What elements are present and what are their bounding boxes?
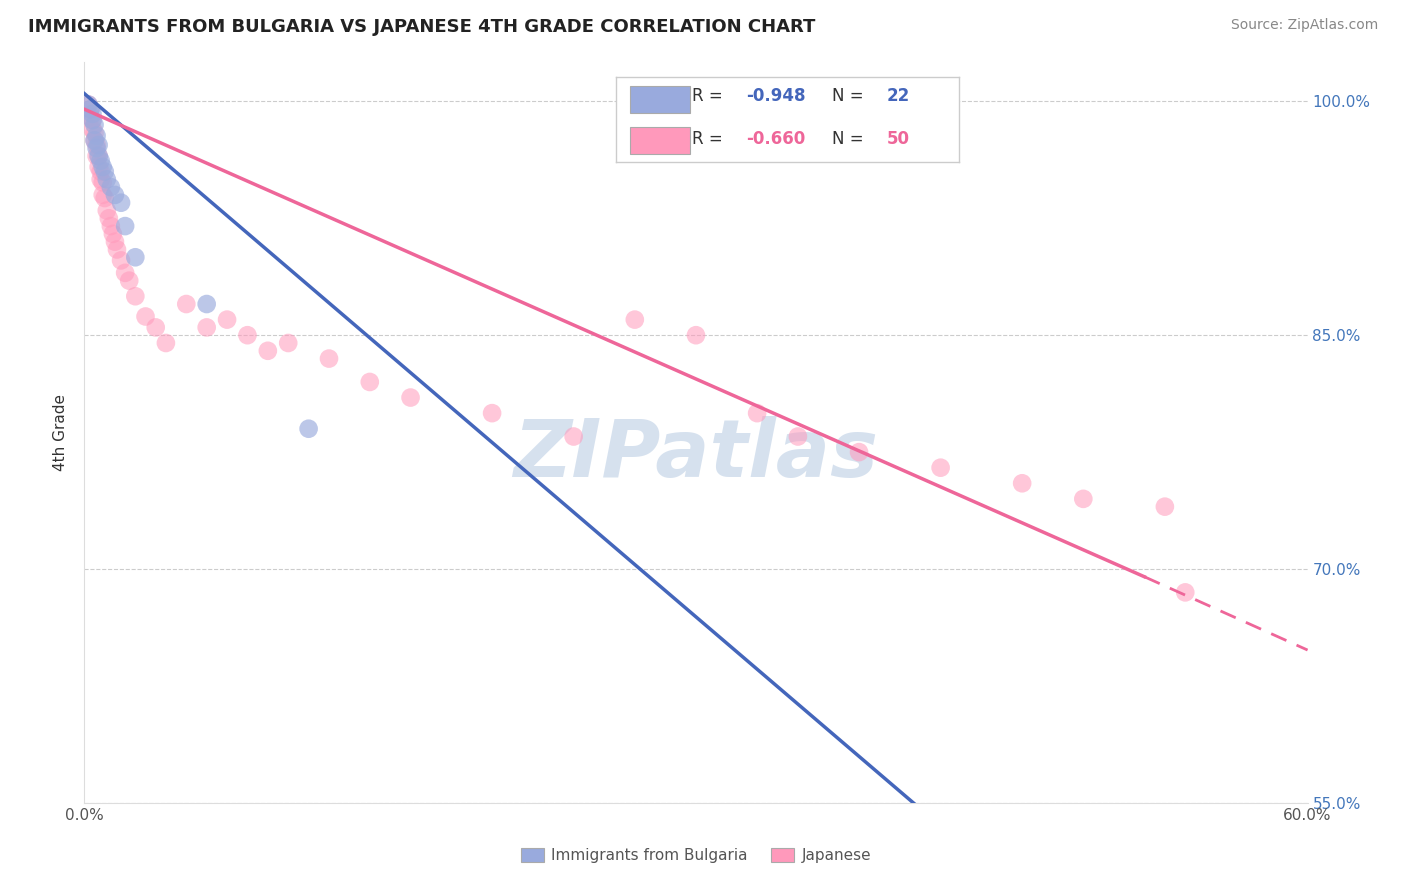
Point [82, 113, 104, 128]
Point [105, 243, 128, 257]
Text: Source: ZipAtlas.com: Source: ZipAtlas.com [1230, 18, 1378, 32]
Point [96, 203, 118, 218]
Text: ZIPatlas: ZIPatlas [513, 416, 879, 494]
Y-axis label: 4th Grade: 4th Grade [53, 394, 69, 471]
Point [1011, 476, 1033, 491]
Point [82, 113, 104, 128]
Point [110, 195, 132, 210]
Point [87, 149, 110, 163]
Point [118, 274, 141, 288]
Point [124, 250, 146, 264]
Point [86, 149, 108, 163]
Point [787, 429, 810, 443]
Point [87, 138, 110, 153]
Point [101, 227, 124, 241]
Point [91, 176, 114, 190]
Point [90, 172, 112, 186]
Point [82, 122, 104, 136]
Point [79, 102, 101, 116]
Point [929, 460, 952, 475]
Legend: Immigrants from Bulgaria, Japanese: Immigrants from Bulgaria, Japanese [515, 842, 877, 869]
Point [79, 110, 101, 124]
Point [77, 97, 100, 112]
Point [83, 133, 105, 147]
Point [110, 253, 132, 268]
Point [929, 811, 952, 825]
Point [104, 235, 127, 249]
Point [87, 160, 110, 174]
Point [747, 406, 769, 420]
Point [1174, 585, 1197, 599]
Point [236, 328, 259, 343]
Point [124, 289, 146, 303]
Point [100, 219, 122, 233]
Point [100, 180, 122, 194]
Point [359, 375, 381, 389]
Point [83, 118, 105, 132]
Point [1154, 500, 1177, 514]
Point [174, 297, 197, 311]
Point [318, 351, 340, 366]
Point [195, 297, 218, 311]
Point [562, 429, 585, 443]
Point [277, 336, 299, 351]
Point [79, 102, 101, 116]
Point [195, 320, 218, 334]
Point [83, 133, 105, 147]
Point [97, 211, 120, 226]
Point [77, 97, 100, 112]
Point [685, 328, 707, 343]
Point [135, 310, 157, 324]
Point [86, 138, 108, 153]
Text: IMMIGRANTS FROM BULGARIA VS JAPANESE 4TH GRADE CORRELATION CHART: IMMIGRANTS FROM BULGARIA VS JAPANESE 4TH… [28, 18, 815, 36]
Point [114, 219, 136, 233]
Point [114, 266, 136, 280]
Point [91, 160, 114, 174]
Point [83, 126, 105, 140]
Point [96, 172, 118, 186]
Point [298, 422, 321, 436]
Point [624, 312, 647, 326]
Point [104, 188, 127, 202]
Point [257, 343, 280, 358]
Point [155, 336, 177, 351]
Point [82, 107, 104, 121]
Point [399, 391, 422, 405]
Point [86, 141, 108, 155]
Point [90, 164, 112, 178]
Point [217, 312, 239, 326]
Point [93, 164, 115, 178]
Point [91, 188, 114, 202]
Point [90, 153, 112, 168]
Point [145, 320, 167, 334]
Point [86, 128, 108, 143]
Point [481, 406, 503, 420]
Point [848, 445, 870, 459]
Point [1073, 491, 1095, 506]
Point [93, 191, 115, 205]
Point [87, 149, 110, 163]
